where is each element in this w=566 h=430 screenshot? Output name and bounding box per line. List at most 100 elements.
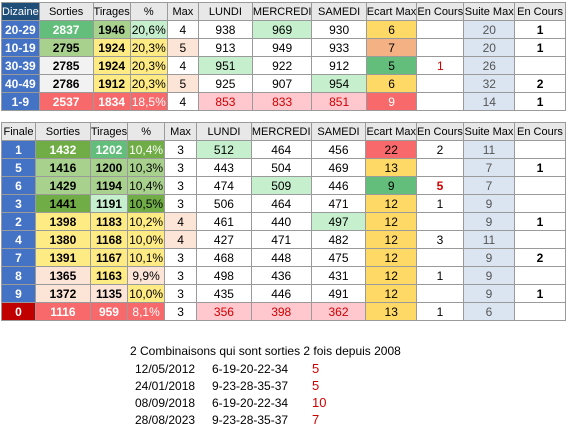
- lundi-cell: 435: [196, 284, 252, 303]
- max-cell: 3: [164, 266, 198, 285]
- combinations-title: 2 Combinaisons qui sont sorties 2 fois d…: [130, 344, 401, 358]
- col-header-ecart-max: Ecart Max: [365, 122, 417, 141]
- en-cours-cell: 5: [415, 176, 464, 195]
- en-cours-cell: [415, 212, 464, 231]
- dizaine-table: Dizaine Sorties Tirages % Max LUNDI MERC…: [1, 2, 566, 111]
- lundi-cell: 853: [198, 92, 253, 111]
- col-header-ecart-max: Ecart Max: [365, 2, 418, 21]
- combo-numbers: 9-23-28-35-37: [212, 379, 289, 393]
- tirages-cell: 1912: [92, 74, 131, 93]
- en-cours-2-cell: 1: [513, 284, 566, 303]
- ecart-max-cell: 13: [365, 302, 417, 321]
- samedi-cell: 954: [311, 74, 367, 93]
- combo-numbers: 6-19-20-22-34: [212, 362, 289, 376]
- suite-max-cell: 9: [462, 266, 515, 285]
- combo-count: 5: [312, 361, 320, 376]
- ecart-max-cell: 9: [365, 92, 418, 111]
- en-cours-cell: 1: [415, 302, 464, 321]
- sorties-cell: 1372: [34, 284, 91, 303]
- suite-max-cell: 9: [462, 248, 515, 267]
- tirages-cell: 1135: [89, 284, 129, 303]
- suite-max-cell: 7: [462, 176, 515, 195]
- col-header-max: Max: [164, 122, 198, 141]
- en-cours-cell: 3: [415, 230, 464, 249]
- ecart-max-cell: 13: [365, 158, 417, 177]
- en-cours-cell: [416, 20, 465, 39]
- col-header-pct: %: [127, 122, 166, 141]
- pct-cell: 8,1%: [127, 302, 166, 321]
- row-label: 20-29: [1, 20, 40, 39]
- en-cours-2-cell: 2: [514, 74, 566, 93]
- max-cell: 3: [164, 158, 198, 177]
- suite-max-cell: 9: [462, 212, 515, 231]
- tirages-cell: 1183: [89, 212, 129, 231]
- tirages-cell: 1946: [92, 20, 131, 39]
- pct-cell: 10,1%: [127, 248, 166, 267]
- row-label: 2: [1, 212, 36, 231]
- sorties-cell: 2785: [38, 56, 94, 75]
- max-cell: 3: [164, 176, 198, 195]
- col-header-sorties: Sorties: [38, 2, 94, 21]
- col-header-sorties: Sorties: [34, 122, 91, 141]
- mercredi-cell: 922: [251, 56, 313, 75]
- row-label: 6: [1, 176, 36, 195]
- mercredi-cell: 464: [250, 194, 312, 213]
- samedi-cell: 471: [310, 194, 367, 213]
- col-header-tirages: Tirages: [89, 122, 129, 141]
- samedi-cell: 930: [311, 20, 367, 39]
- lundi-cell: 925: [198, 74, 253, 93]
- table-row: 40-49 2786 1912 20,3% 5 925 907 954 6 32…: [1, 74, 566, 93]
- mercredi-cell: 448: [250, 248, 312, 267]
- row-label: 40-49: [1, 74, 40, 93]
- table-row: 1 1432 1202 10,4% 3 512 464 456 22 2 11: [1, 140, 566, 159]
- pct-cell: 20,3%: [129, 74, 168, 93]
- mercredi-cell: 471: [250, 230, 312, 249]
- tirages-cell: 1167: [89, 248, 129, 267]
- ecart-max-cell: 12: [365, 284, 417, 303]
- ecart-max-cell: 12: [365, 266, 417, 285]
- tirages-cell: 1163: [89, 266, 129, 285]
- max-cell: 3: [164, 194, 198, 213]
- samedi-cell: 475: [310, 248, 367, 267]
- en-cours-cell: 1: [415, 266, 464, 285]
- mercredi-cell: 464: [250, 140, 312, 159]
- en-cours-2-cell: [513, 194, 566, 213]
- en-cours-cell: [415, 248, 464, 267]
- sorties-cell: 1398: [34, 212, 91, 231]
- col-header-tirages: Tirages: [92, 2, 131, 21]
- lundi-cell: 913: [198, 38, 253, 57]
- pct-cell: 18,5%: [129, 92, 168, 111]
- en-cours-cell: [416, 38, 465, 57]
- table-row: 1-9 2537 1834 18,5% 4 853 833 851 9 14 1: [1, 92, 566, 111]
- col-header-mercredi: MERCREDI: [251, 2, 313, 21]
- pct-cell: 9,9%: [127, 266, 166, 285]
- col-header-lundi: LUNDI: [198, 2, 253, 21]
- sorties-cell: 1432: [34, 140, 91, 159]
- col-header-pct: %: [129, 2, 168, 21]
- max-cell: 4: [166, 56, 200, 75]
- table-row: 3 1441 1191 10,5% 3 506 464 471 12 1 9: [1, 194, 566, 213]
- table-row: 20-29 2837 1946 20,6% 4 938 969 930 6 20…: [1, 20, 566, 39]
- lundi-cell: 468: [196, 248, 252, 267]
- mercredi-cell: 907: [251, 74, 313, 93]
- table-row: 5 1416 1200 10,3% 3 443 504 469 13 7 1: [1, 158, 566, 177]
- table-row: 2 1398 1183 10,2% 4 461 440 497 12 9 1: [1, 212, 566, 231]
- row-label: 7: [1, 248, 36, 267]
- ecart-max-cell: 6: [365, 74, 418, 93]
- suite-max-cell: 11: [462, 230, 515, 249]
- mercredi-cell: 436: [250, 266, 312, 285]
- lundi-cell: 461: [196, 212, 252, 231]
- tirages-cell: 1924: [92, 56, 131, 75]
- samedi-cell: 497: [310, 212, 367, 231]
- en-cours-cell: [415, 158, 464, 177]
- sorties-cell: 1416: [34, 158, 91, 177]
- max-cell: 5: [166, 74, 200, 93]
- row-label: 0: [1, 302, 36, 321]
- suite-max-cell: 9: [462, 194, 515, 213]
- lundi-cell: 427: [196, 230, 252, 249]
- en-cours-cell: [416, 92, 465, 111]
- table-row: 30-39 2785 1924 20,3% 4 951 922 912 5 1 …: [1, 56, 566, 75]
- samedi-cell: 933: [311, 38, 367, 57]
- lundi-cell: 506: [196, 194, 252, 213]
- suite-max-cell: 6: [462, 302, 515, 321]
